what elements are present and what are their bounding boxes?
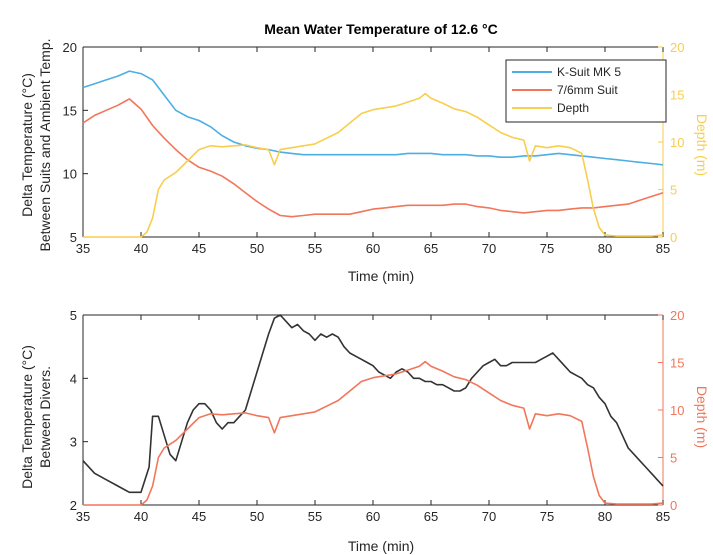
y-tick-label: 5 — [70, 308, 77, 323]
legend-label-depth: Depth — [557, 101, 589, 115]
bottom-chart-x-axis-label: Time (min) — [348, 538, 414, 554]
series-0-line — [82, 314, 664, 494]
top-chart-y-axis-label-line-1: Delta Temperature (°C) — [19, 73, 35, 217]
y-tick-label: 2 — [70, 498, 77, 513]
7-6mm-suit-line — [82, 98, 664, 218]
top-chart-legend: K-Suit MK 5 7/6mm Suit Depth — [505, 59, 667, 123]
top-chart-plot-area: 35 40 45 50 55 60 65 70 75 80 85 5 10 15 20 0 5 10 15 20 — [63, 40, 685, 256]
x-tick-label: 75 — [540, 509, 554, 524]
x-tick-label: 40 — [134, 241, 148, 256]
y2-tick-label: 5 — [670, 183, 677, 198]
x-tick-label: 75 — [540, 241, 554, 256]
y2-tick-label: 10 — [670, 135, 684, 150]
x-tick-label: 60 — [366, 241, 380, 256]
y2-tick-label: 15 — [670, 88, 684, 103]
k-suit-mk-5-line — [82, 70, 664, 166]
x-tick-label: 35 — [76, 241, 90, 256]
x-tick-label: 65 — [424, 241, 438, 256]
top-chart-y-axis-label-line-2: Between Suits and Ambient Temp. — [37, 39, 53, 252]
x-tick-label: 85 — [656, 241, 670, 256]
bottom-chart-y-axis-label: Delta Temperature (°C) Between Divers. — [19, 345, 53, 489]
series-1-line — [83, 360, 664, 506]
top-chart: Mean Water Temperature of 12.6 °C 35 40 45… — [19, 21, 710, 284]
x-tick-label: 60 — [366, 509, 380, 524]
x-tick-label: 70 — [482, 509, 496, 524]
x-tick-label: 55 — [308, 509, 322, 524]
y2-tick-label: 0 — [670, 498, 677, 513]
y2-tick-label: 20 — [670, 308, 684, 323]
y2-tick-label: 15 — [670, 356, 684, 371]
x-tick-label: 80 — [598, 509, 612, 524]
y2-tick-label: 10 — [670, 403, 684, 418]
legend-label-k-suit: K-Suit MK 5 — [557, 65, 621, 79]
y2-tick-label: 20 — [670, 40, 684, 55]
x-tick-label: 55 — [308, 241, 322, 256]
y-tick-label: 15 — [63, 103, 77, 118]
y-tick-label: 3 — [70, 435, 77, 450]
x-tick-label: 50 — [250, 509, 264, 524]
y2-tick-label: 5 — [670, 451, 677, 466]
x-tick-label: 45 — [192, 509, 206, 524]
bottom-chart-y-axis-label-line-1: Delta Temperature (°C) — [19, 345, 35, 489]
bottom-chart-y-axis-label-line-2: Between Divers. — [37, 366, 53, 468]
y-tick-label: 10 — [63, 167, 77, 182]
y-tick-label: 5 — [70, 230, 77, 245]
x-tick-label: 85 — [656, 509, 670, 524]
top-chart-y2-axis-label: Depth (m) — [694, 114, 710, 176]
top-chart-title: Mean Water Temperature of 12.6 °C — [264, 21, 498, 37]
x-tick-label: 70 — [482, 241, 496, 256]
y-tick-label: 20 — [63, 40, 77, 55]
bottom-chart-y2-axis-label: Depth (m) — [694, 386, 710, 448]
top-chart-y-axis-label: Delta Temperature (°C) Between Suits and… — [19, 39, 53, 252]
y2-tick-label: 0 — [670, 230, 677, 245]
top-chart-x-axis-label: Time (min) — [348, 268, 414, 284]
x-tick-label: 50 — [250, 241, 264, 256]
x-tick-label: 65 — [424, 509, 438, 524]
x-tick-label: 35 — [76, 509, 90, 524]
x-tick-label: 45 — [192, 241, 206, 256]
x-tick-label: 80 — [598, 241, 612, 256]
y-tick-label: 4 — [70, 371, 77, 386]
x-tick-label: 40 — [134, 509, 148, 524]
depth-line — [83, 92, 664, 238]
legend-label-7-6mm-suit: 7/6mm Suit — [557, 83, 618, 97]
